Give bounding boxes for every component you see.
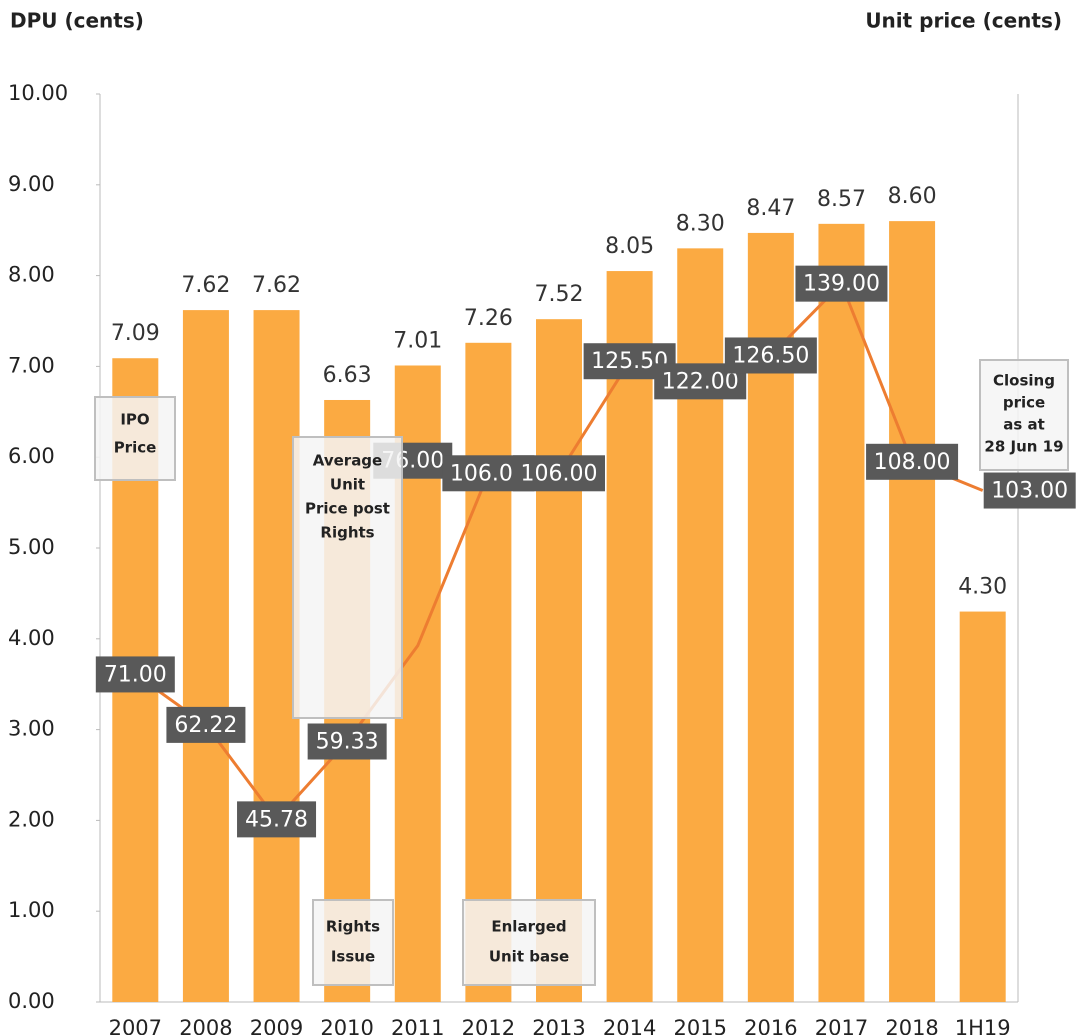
price-label-box xyxy=(307,723,387,760)
bar xyxy=(889,221,936,1002)
y-tick-label: 10.00 xyxy=(8,81,68,105)
price-label-box xyxy=(866,443,959,480)
annotation-text: Unit xyxy=(330,476,365,494)
annotation-text: price xyxy=(1003,394,1045,412)
bar xyxy=(536,319,582,1003)
x-tick-label: 2013 xyxy=(532,1016,585,1035)
x-tick-label: 2017 xyxy=(815,1016,868,1035)
price-value-label: 108.00 xyxy=(874,450,951,475)
price-value-label: 139.00 xyxy=(803,272,880,297)
bar xyxy=(465,342,512,1002)
annotation-box xyxy=(292,436,403,719)
bar-value-label: 8.47 xyxy=(746,196,795,221)
bar-value-label: 7.01 xyxy=(393,328,442,353)
bar-value-label: 8.57 xyxy=(817,187,866,212)
y-tick-label: 1.00 xyxy=(8,898,55,922)
y-tick-label: 4.00 xyxy=(8,626,55,650)
price-label-box xyxy=(237,801,317,838)
y-tick-label: 0.00 xyxy=(8,989,55,1013)
x-tick-label: 2010 xyxy=(320,1016,373,1035)
annotation-text: Average xyxy=(313,452,382,470)
y-tick-label: 9.00 xyxy=(8,172,55,196)
annotation-text: Price xyxy=(114,439,157,457)
x-tick-label: 2007 xyxy=(109,1016,162,1035)
price-label-box xyxy=(95,656,175,693)
y-tick-label: 7.00 xyxy=(8,353,55,377)
price-value-label: 62.22 xyxy=(174,713,237,738)
annotation-text: Rights xyxy=(326,918,380,936)
price-value-label: 122.00 xyxy=(662,369,739,394)
x-tick-label: 2012 xyxy=(462,1016,515,1035)
y-tick-label: 3.00 xyxy=(8,717,55,741)
price-label-box xyxy=(166,706,246,743)
price-label-box xyxy=(513,455,605,492)
price-label-box xyxy=(724,337,817,374)
x-tick-label: 2011 xyxy=(391,1016,444,1035)
annotation-box xyxy=(979,359,1069,471)
x-tick-label: 1H19 xyxy=(955,1016,1011,1035)
annotation-text: as at xyxy=(1003,416,1045,434)
y-tick-label: 6.00 xyxy=(8,444,55,468)
x-tick-label: 2014 xyxy=(603,1016,656,1035)
bar xyxy=(677,248,724,1003)
y-tick-label: 2.00 xyxy=(8,807,55,831)
price-label-box xyxy=(983,472,1076,509)
y-tick-label: 5.00 xyxy=(8,535,55,559)
bar-value-label: 8.30 xyxy=(676,211,725,236)
annotation-text: IPO xyxy=(120,411,149,429)
bar-value-label: 7.09 xyxy=(111,321,160,346)
y-tick-label: 8.00 xyxy=(8,263,55,287)
annotation-text: Issue xyxy=(331,948,375,966)
bar xyxy=(253,310,300,1002)
x-tick-label: 2008 xyxy=(179,1016,232,1035)
bar-value-label: 4.30 xyxy=(958,575,1007,600)
price-value-label: 45.78 xyxy=(245,807,308,832)
bar-value-label: 8.60 xyxy=(888,184,937,209)
price-value-label: 71.00 xyxy=(104,662,167,687)
bar-value-label: 7.62 xyxy=(252,273,301,298)
bar xyxy=(606,271,653,1002)
x-tick-label: 2009 xyxy=(250,1016,303,1035)
bar-value-label: 7.62 xyxy=(181,273,230,298)
annotation-text: Closing xyxy=(993,372,1055,390)
annotation-text: Price post xyxy=(305,500,390,518)
x-tick-label: 2016 xyxy=(744,1016,797,1035)
annotation-text: Unit base xyxy=(489,948,569,966)
bar-value-label: 7.26 xyxy=(464,306,513,331)
annotation-box xyxy=(462,899,596,986)
annotation-box xyxy=(312,899,394,986)
annotation-text: Enlarged xyxy=(491,918,566,936)
price-value-label: 103.00 xyxy=(991,479,1068,504)
price-value-label: 126.50 xyxy=(732,343,809,368)
y-axis-title: DPU (cents) xyxy=(10,9,144,33)
annotation-text: 28 Jun 19 xyxy=(984,438,1063,456)
x-tick-label: 2018 xyxy=(885,1016,938,1035)
bar-value-label: 8.05 xyxy=(605,234,654,259)
x-tick-label: 2015 xyxy=(674,1016,727,1035)
price-value-label: 106.00 xyxy=(521,461,598,486)
price-label-box xyxy=(795,265,888,302)
price-value-label: 59.33 xyxy=(316,729,379,754)
annotation-text: Rights xyxy=(320,524,374,542)
bar-value-label: 6.63 xyxy=(323,363,372,388)
bar xyxy=(818,223,865,1002)
bar xyxy=(182,310,229,1002)
bar xyxy=(959,611,1006,1002)
y2-axis-title: Unit price (cents) xyxy=(865,9,1062,33)
annotation-box xyxy=(94,396,176,481)
bar-value-label: 7.52 xyxy=(535,282,584,307)
